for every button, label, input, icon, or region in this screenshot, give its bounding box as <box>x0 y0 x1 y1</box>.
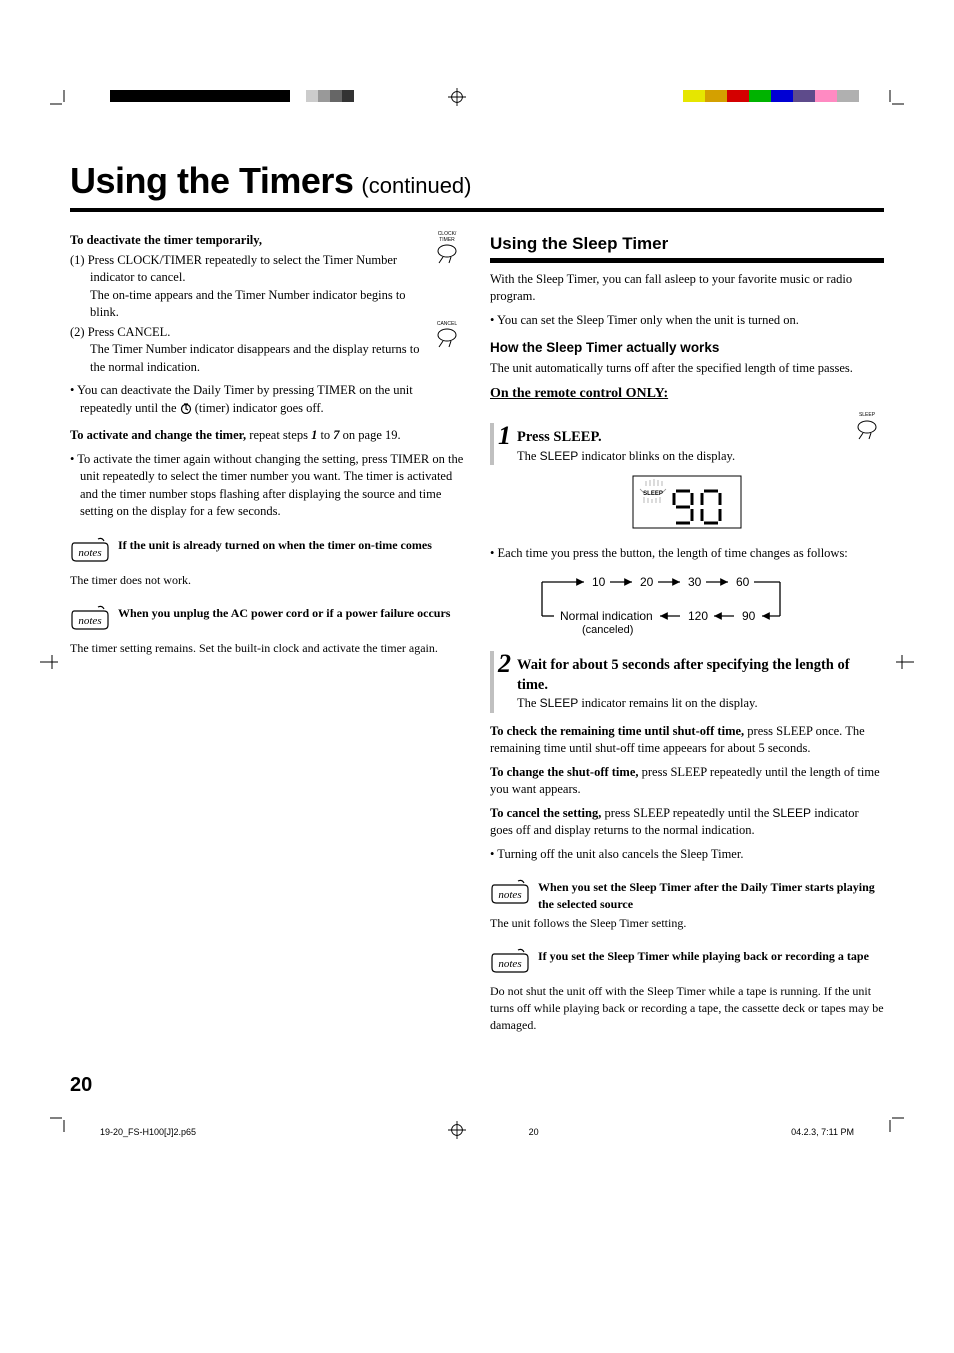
step1-bullet: Each time you press the button, the leng… <box>498 546 848 560</box>
svg-text:notes: notes <box>78 615 101 627</box>
svg-text:notes: notes <box>498 889 521 901</box>
page-title: Using the Timers <box>70 160 353 202</box>
footer-file: 19-20_FS-H100[J]2.p65 <box>100 1127 196 1137</box>
clock-timer-icon: CLOCK/ TIMER <box>430 232 464 322</box>
sleep-label-inline: SLEEP <box>540 449 579 463</box>
crop-mark <box>40 655 62 674</box>
sleep-button-icon: SLEEP <box>850 413 884 465</box>
sleep-label-inline2: SLEEP <box>540 696 579 710</box>
crop-mark <box>50 90 76 121</box>
svg-text:SLEEP: SLEEP <box>643 491 663 497</box>
section-rule <box>490 258 884 263</box>
notes-icon: notes <box>70 605 112 639</box>
svg-text:90: 90 <box>742 609 756 623</box>
note2-body: The timer setting remains. Set the built… <box>70 640 464 657</box>
svg-text:120: 120 <box>688 609 708 623</box>
footer: 19-20_FS-H100[J]2.p65 20 04.2.3, 7:11 PM <box>70 1127 884 1137</box>
note2-heading: When you unplug the AC power cord or if … <box>118 605 450 622</box>
note4-body: Do not shut the unit off with the Sleep … <box>490 983 884 1033</box>
cancel-bullet: Turning off the unit also cancels the Sl… <box>497 847 743 861</box>
notes-icon: notes <box>490 948 532 982</box>
left-black-bar <box>110 90 290 102</box>
how-works-heading: How the Sleep Timer actually works <box>490 339 884 358</box>
note4-heading: If you set the Sleep Timer while playing… <box>538 948 869 965</box>
activate-body: repeat steps <box>246 428 311 442</box>
cancel-body-a: press SLEEP repeatedly until the <box>601 806 772 820</box>
crop-mark <box>878 1106 904 1137</box>
change-head: To change the shut-off time, <box>490 765 639 779</box>
note3-body: The unit follows the Sleep Timer setting… <box>490 915 884 932</box>
step2-body-a: The <box>517 696 540 710</box>
step2-body-b: indicator remains lit on the display. <box>578 696 757 710</box>
svg-text:10: 10 <box>592 575 606 589</box>
notes-icon: notes <box>490 879 532 913</box>
svg-text:Normal indication: Normal indication <box>560 609 653 623</box>
crop-mark <box>892 655 914 674</box>
timer-symbol-icon <box>180 402 192 414</box>
registration-mark <box>448 1121 466 1139</box>
step1-body-b: indicator blinks on the display. <box>578 449 735 463</box>
how-works-body: The unit automatically turns off after t… <box>490 360 884 378</box>
step2-text-a: Press CANCEL. <box>88 325 171 339</box>
step-1-number: 1 <box>498 423 511 449</box>
left-column: To deactivate the timer temporarily, (1)… <box>70 232 464 1034</box>
sleep-timer-heading: Using the Sleep Timer <box>490 232 884 256</box>
svg-text:60: 60 <box>736 575 750 589</box>
svg-text:30: 30 <box>688 575 702 589</box>
cancel-icon: CANCEL <box>430 322 464 377</box>
footer-page: 20 <box>529 1127 539 1137</box>
activate-heading: To activate and change the timer, <box>70 428 246 442</box>
svg-text:notes: notes <box>78 547 101 559</box>
step-2-number: 2 <box>498 651 511 677</box>
note1-heading: If the unit is already turned on when th… <box>118 537 432 554</box>
deactivate-bullet-tail: (timer) indicator goes off. <box>195 401 324 415</box>
footer-timestamp: 04.2.3, 7:11 PM <box>791 1127 854 1137</box>
sleep-intro: With the Sleep Timer, you can fall aslee… <box>490 271 884 306</box>
step1-text-a: Press CLOCK/TIMER repeatedly to select t… <box>88 253 397 285</box>
step1-title: Press SLEEP. <box>517 427 844 447</box>
title-rule <box>70 208 884 212</box>
right-column: Using the Sleep Timer With the Sleep Tim… <box>490 232 884 1034</box>
sleep-label-inline3: SLEEP <box>772 806 811 820</box>
lcd-display: SLEEP <box>632 475 742 535</box>
notes-icon: notes <box>70 537 112 571</box>
step2-num: (2) <box>70 325 85 339</box>
crop-mark <box>50 1106 76 1137</box>
note3-heading: When you set the Sleep Timer after the D… <box>538 879 884 913</box>
activate-bullet: To activate the timer again without chan… <box>77 452 463 519</box>
note1-body: The timer does not work. <box>70 572 464 589</box>
step2-title: Wait for about 5 seconds after specifyin… <box>517 655 884 696</box>
svg-text:notes: notes <box>498 958 521 970</box>
step1-num: (1) <box>70 253 85 267</box>
step1-text-b: The on-time appears and the Timer Number… <box>70 287 424 322</box>
sleep-intro-bullet: You can set the Sleep Timer only when th… <box>497 313 799 327</box>
registration-mark <box>448 88 466 106</box>
cancel-head: To cancel the setting, <box>490 806 601 820</box>
svg-text:20: 20 <box>640 575 654 589</box>
right-color-bar <box>683 90 859 102</box>
crop-mark <box>878 90 904 121</box>
remote-only-label: On the remote control ONLY: <box>490 384 884 404</box>
continued-label: (continued) <box>361 173 471 199</box>
page-number: 20 <box>70 1074 884 1097</box>
sleep-flow-diagram: 10 20 30 60 90 120 <box>530 572 884 641</box>
step1-body-a: The <box>517 449 540 463</box>
activate-to: to <box>317 428 333 442</box>
check-head: To check the remaining time until shut-o… <box>490 724 744 738</box>
activate-tail: on page 19. <box>340 428 401 442</box>
svg-text:(canceled): (canceled) <box>582 624 633 636</box>
deactivate-heading: To deactivate the timer temporarily, <box>70 232 424 250</box>
step2-text-b: The Timer Number indicator disappears an… <box>70 341 424 376</box>
